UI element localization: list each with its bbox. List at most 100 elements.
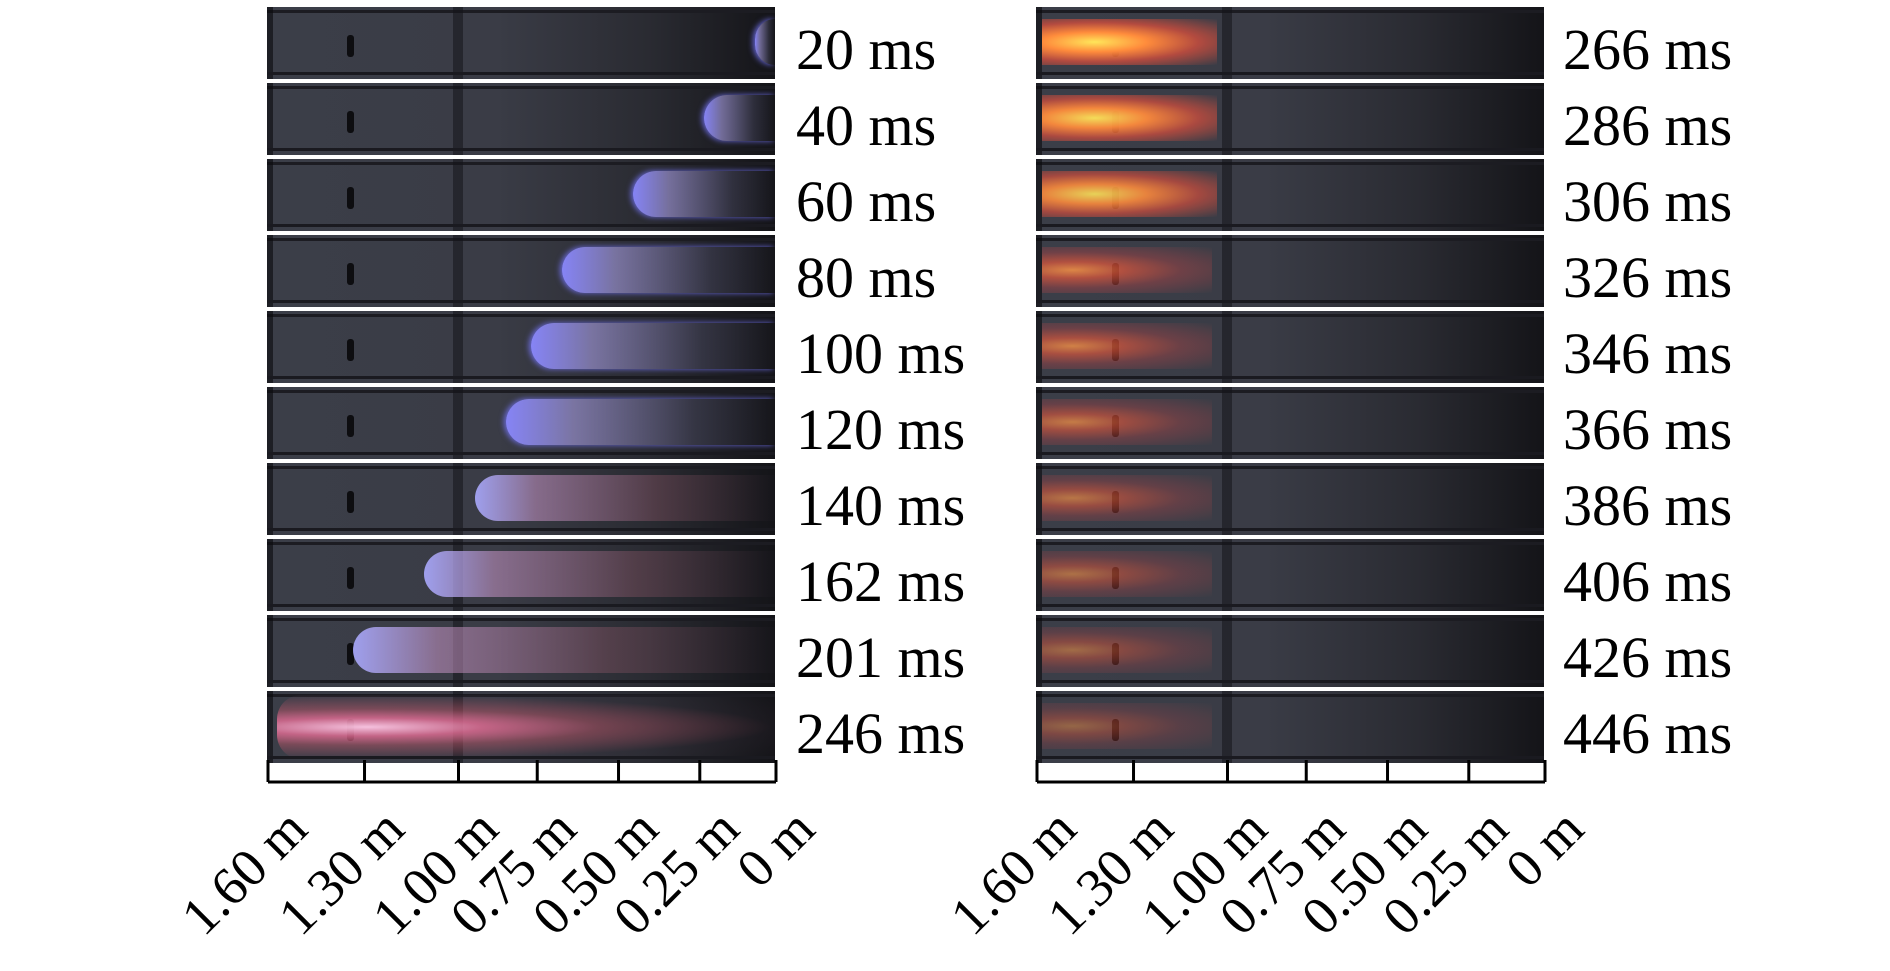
frame-time-label: 346 ms [1563,321,1733,386]
tube-joint [453,83,463,155]
flame [1042,399,1212,445]
frame-time-label: 366 ms [1563,397,1733,462]
flame [1042,627,1212,673]
sensor-probe [347,339,354,361]
frame-strip [1036,463,1544,535]
tube-edge [267,387,273,459]
sensor-probe [347,643,354,665]
flame [633,171,775,217]
tube-joint [1222,311,1232,383]
tube-joint [1222,387,1232,459]
sensor-probe [347,415,354,437]
frame-strip [267,311,775,383]
frame-time-label: 80 ms [796,245,937,310]
tube-edge [267,615,273,687]
sensor-probe [347,263,354,285]
tube-edge [267,83,273,155]
frame-strip [267,691,775,763]
tube-edge [267,539,273,611]
frame-strip [1036,691,1544,763]
tube-edge [1036,311,1042,383]
frame-time-label: 446 ms [1563,701,1733,766]
flame [562,247,775,293]
frame-time-label: 100 ms [796,321,966,386]
tube-joint [453,235,463,307]
frame-strip [1036,387,1544,459]
frame-strip [267,539,775,611]
tube-edge [267,159,273,231]
frame-strip [267,463,775,535]
tube-joint [1222,7,1232,79]
flame [1042,551,1212,597]
flame [1042,171,1217,217]
tube-joint [1222,615,1232,687]
tube-edge [1036,235,1042,307]
flame [1042,19,1217,65]
tube-edge [1036,615,1042,687]
tube-joint [453,159,463,231]
frame-strip [1036,539,1544,611]
tube-joint [1222,691,1232,763]
tube-joint [453,7,463,79]
flame [1042,475,1212,521]
frame-strip [1036,235,1544,307]
flame [1042,95,1217,141]
tube-edge [1036,159,1042,231]
frame-strip [267,615,775,687]
tube-edge [1036,463,1042,535]
frame-strip [267,7,775,79]
right-distance-axis [1035,760,1547,784]
frame-time-label: 162 ms [796,549,966,614]
tube-edge [1036,387,1042,459]
tube-edge [267,463,273,535]
tube-edge [267,235,273,307]
frame-strip [267,159,775,231]
tube-edge [267,7,273,79]
flame [506,399,775,445]
frame-time-label: 426 ms [1563,625,1733,690]
frame-strip [267,83,775,155]
tube-joint [1222,539,1232,611]
flame [353,627,775,673]
flame [475,475,775,521]
sensor-probe [1112,719,1119,741]
frame-time-label: 140 ms [796,473,966,538]
frame-time-label: 40 ms [796,93,937,158]
frame-time-label: 306 ms [1563,169,1733,234]
tube-edge [267,311,273,383]
tube-joint [1222,83,1232,155]
frame-strip [1036,615,1544,687]
flame [1042,323,1212,369]
flame [755,19,775,65]
frame-strip [1036,311,1544,383]
sensor-probe [347,111,354,133]
tube-edge [1036,691,1042,763]
frame-strip [1036,159,1544,231]
tube-joint [453,463,463,535]
frame-time-label: 406 ms [1563,549,1733,614]
flame [531,323,775,369]
flame [704,95,775,141]
sensor-probe [347,35,354,57]
frame-strip [1036,83,1544,155]
frame-time-label: 201 ms [796,625,966,690]
frame-time-label: 120 ms [796,397,966,462]
frame-time-label: 386 ms [1563,473,1733,538]
right-photo-sequence [1036,7,1544,765]
frame-time-label: 20 ms [796,17,937,82]
frame-strip [267,235,775,307]
sensor-probe [347,567,354,589]
flame [1042,703,1212,749]
flame [277,695,775,759]
tube-joint [1222,235,1232,307]
sensor-probe [347,491,354,513]
tube-joint [1222,463,1232,535]
frame-strip [1036,7,1544,79]
frame-time-label: 286 ms [1563,93,1733,158]
tube-edge [1036,83,1042,155]
flame [424,551,775,597]
frame-time-label: 60 ms [796,169,937,234]
frame-time-label: 326 ms [1563,245,1733,310]
tube-edge [1036,7,1042,79]
left-distance-axis [266,760,778,784]
